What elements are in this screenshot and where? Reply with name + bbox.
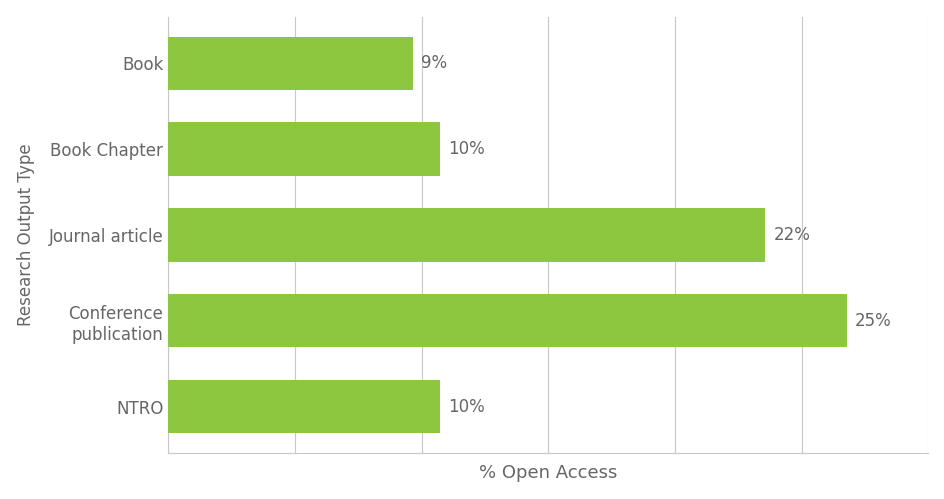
Text: 10%: 10% [447,398,484,416]
Bar [168,380,439,433]
Text: 22%: 22% [773,226,810,244]
Text: 25%: 25% [854,312,891,330]
Bar [168,294,846,347]
Bar [168,208,765,261]
Bar [168,122,439,176]
Text: 9%: 9% [420,54,447,72]
Y-axis label: Research Output Type: Research Output Type [17,144,35,326]
X-axis label: % Open Access: % Open Access [479,465,616,483]
Text: 10%: 10% [447,140,484,158]
Bar [168,36,413,90]
